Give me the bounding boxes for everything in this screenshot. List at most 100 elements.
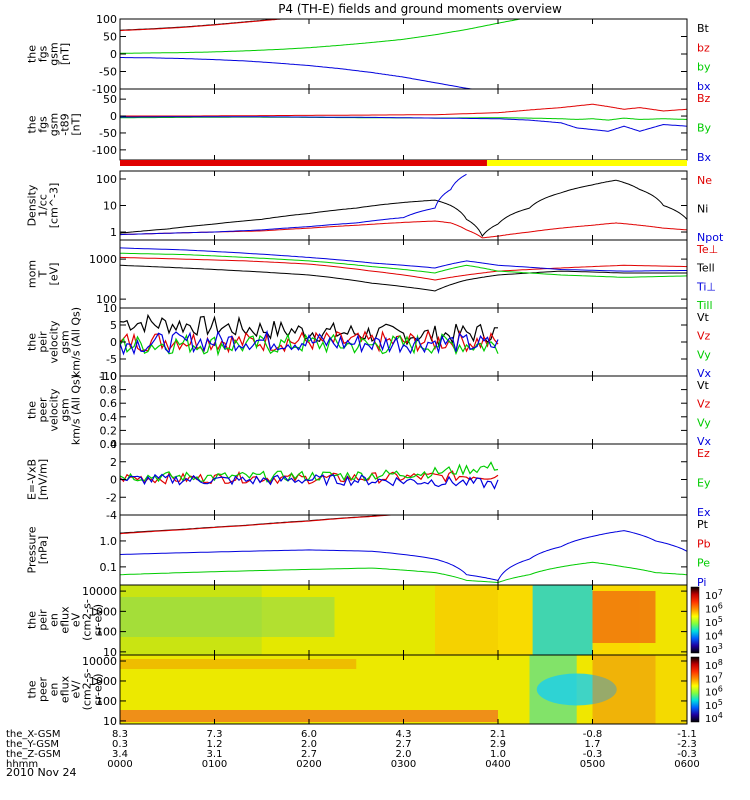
legend-by: by <box>697 61 711 74</box>
series-bx <box>120 57 476 89</box>
y-tick-label: 1000 <box>89 605 117 618</box>
ephemeris-value: 0000 <box>107 759 132 770</box>
panel-temperature: Te⊥ Tell Ti⊥ Till 1000 100 momT[eV] <box>26 239 718 312</box>
y-tick-label: 2 <box>110 456 117 469</box>
colorbar-tick-label: 105 <box>705 698 723 712</box>
y-tick-label: 1 <box>110 226 117 239</box>
ephemeris-value: -0.8 <box>583 729 603 740</box>
legend-Te⊥: Te⊥ <box>696 243 718 256</box>
y-tick-label: 0.1 <box>100 561 118 574</box>
legend-Vz: Vz <box>697 330 711 343</box>
legend-Vt: Vt <box>697 379 710 392</box>
ephemeris-value: 3.4 <box>112 749 128 760</box>
ephemeris-value: 2.7 <box>301 749 317 760</box>
spectrogram-band <box>592 655 656 724</box>
ephemeris-value: 0200 <box>296 759 321 770</box>
y-tick-label: -5 <box>106 353 117 366</box>
spectrogram-band <box>655 655 687 724</box>
series-Bx <box>120 116 687 132</box>
panel-efield: Ez Ey Ex 4 2 0 -2 -4 E=-VxB[mV/m] <box>26 438 711 522</box>
panel-frame <box>119 514 688 586</box>
legend-bz: bz <box>697 41 710 54</box>
colorbar-tick-label: 107 <box>705 671 723 685</box>
y-tick-label: 10 <box>103 302 117 315</box>
y-tick-label: 0 <box>110 474 117 487</box>
legend-Ey: Ey <box>697 477 711 490</box>
ephemeris-value: 8.3 <box>112 729 128 740</box>
y-tick-label: 1.0 <box>100 535 118 548</box>
spectrogram-band <box>592 591 656 643</box>
y-tick-label: 5 <box>110 319 117 332</box>
legend-Vy: Vy <box>697 416 711 429</box>
colorbar-tick-label: 107 <box>705 588 723 602</box>
y-tick-label: 100 <box>96 626 117 639</box>
y-tick-label: 0.4 <box>100 411 118 424</box>
y-tick-label: 0.6 <box>100 397 118 410</box>
series-Ti⊥ <box>120 247 687 272</box>
y-axis-label: thepeirvelocitygsmkm/s (All Qs) <box>26 307 83 377</box>
y-tick-label: 1000 <box>89 675 117 688</box>
legend-Tell: Tell <box>696 262 715 275</box>
y-axis-label: E=-VxB[mV/m] <box>26 459 50 500</box>
panel-frame <box>119 88 688 161</box>
series-Bz <box>120 103 687 117</box>
y-tick-label: 100 <box>96 293 117 306</box>
legend-Ez: Ez <box>697 447 710 460</box>
spectrogram-band <box>532 585 593 655</box>
colorbar-tick-label: 104 <box>705 711 723 725</box>
y-tick-label: -100 <box>92 83 117 96</box>
chart-title: P4 (TH-E) fields and ground moments over… <box>278 2 562 16</box>
ephemeris-table: 2010 Nov 24 the_X-GSM 8.3 7.3 6.0 4.3 2.1 -0.8… <box>6 729 700 779</box>
legend-Npot: Npot <box>697 231 724 244</box>
ephemeris-value: 6.0 <box>301 729 317 740</box>
y-tick-label: -2 <box>106 491 117 504</box>
legend-Vx: Vx <box>697 367 712 380</box>
ephemeris-value: 1.7 <box>585 739 601 750</box>
y-axis-label: Pressure[nPa] <box>26 526 50 573</box>
ephemeris-value: -2.3 <box>677 739 697 750</box>
panel-frame <box>119 18 688 90</box>
y-tick-label: 50 <box>103 93 117 106</box>
date-label: 2010 Nov 24 <box>6 766 76 779</box>
spectrogram-band <box>120 659 357 669</box>
ephemeris-value: 2.0 <box>301 739 317 750</box>
series-Npot <box>120 173 467 236</box>
series-Vt <box>120 313 498 348</box>
spectrogram-band <box>435 585 498 655</box>
legend-Pi: Pi <box>697 576 706 589</box>
ephemeris-value: 4.3 <box>396 729 412 740</box>
spectrogram-image <box>120 655 687 724</box>
y-tick-label: 0.8 <box>100 384 118 397</box>
y-tick-label: -10 <box>99 370 117 383</box>
y-tick-label: 0 <box>110 110 117 123</box>
legend-Bx: Bx <box>697 151 712 164</box>
ephemeris-value: 1.2 <box>207 739 223 750</box>
legend-Bz: Bz <box>697 92 711 105</box>
legend-Vx: Vx <box>697 435 712 448</box>
legend-Vz: Vz <box>697 398 711 411</box>
panel-fgs: Bt bz by bx 100 50 0 -50 -100 thefgsgsm[nT] <box>26 13 711 96</box>
mode-bar-segment <box>486 160 687 166</box>
series-Till <box>120 252 687 278</box>
colorbar-tick-label: 106 <box>705 602 723 616</box>
ephemeris-value: 3.1 <box>207 749 223 760</box>
series-Vy <box>120 332 499 357</box>
panel-fgs-dsl: Bz By Bx 50 0 -50 -100 thefgsgsm-t89[nT] <box>26 88 712 164</box>
ephemeris-value: -0.3 <box>583 749 603 760</box>
colorbar-tick-label: 105 <box>705 615 723 629</box>
panel-frame <box>119 170 688 241</box>
ephemeris-value: 0600 <box>674 759 699 770</box>
ephemeris-value: 7.3 <box>207 729 223 740</box>
spectrogram-image <box>120 585 687 655</box>
y-axis-label: thepeirenefluxeV(cm2-s-sr-eV) <box>26 599 105 641</box>
panel-stack: Btbzbybx100500-50-100thefgsgsm[nT]BzByBx… <box>26 13 724 728</box>
legend-Till: Till <box>696 299 713 312</box>
ephemeris-row-label: the_X-GSM <box>6 729 60 740</box>
colorbar-tick-label: 104 <box>705 629 723 643</box>
series-Pi <box>120 530 687 581</box>
series-Ni <box>120 179 687 238</box>
panel-pressure: Pt Pb Pe Pi 1.0 0.1 Pressure[nPa] <box>26 514 711 589</box>
